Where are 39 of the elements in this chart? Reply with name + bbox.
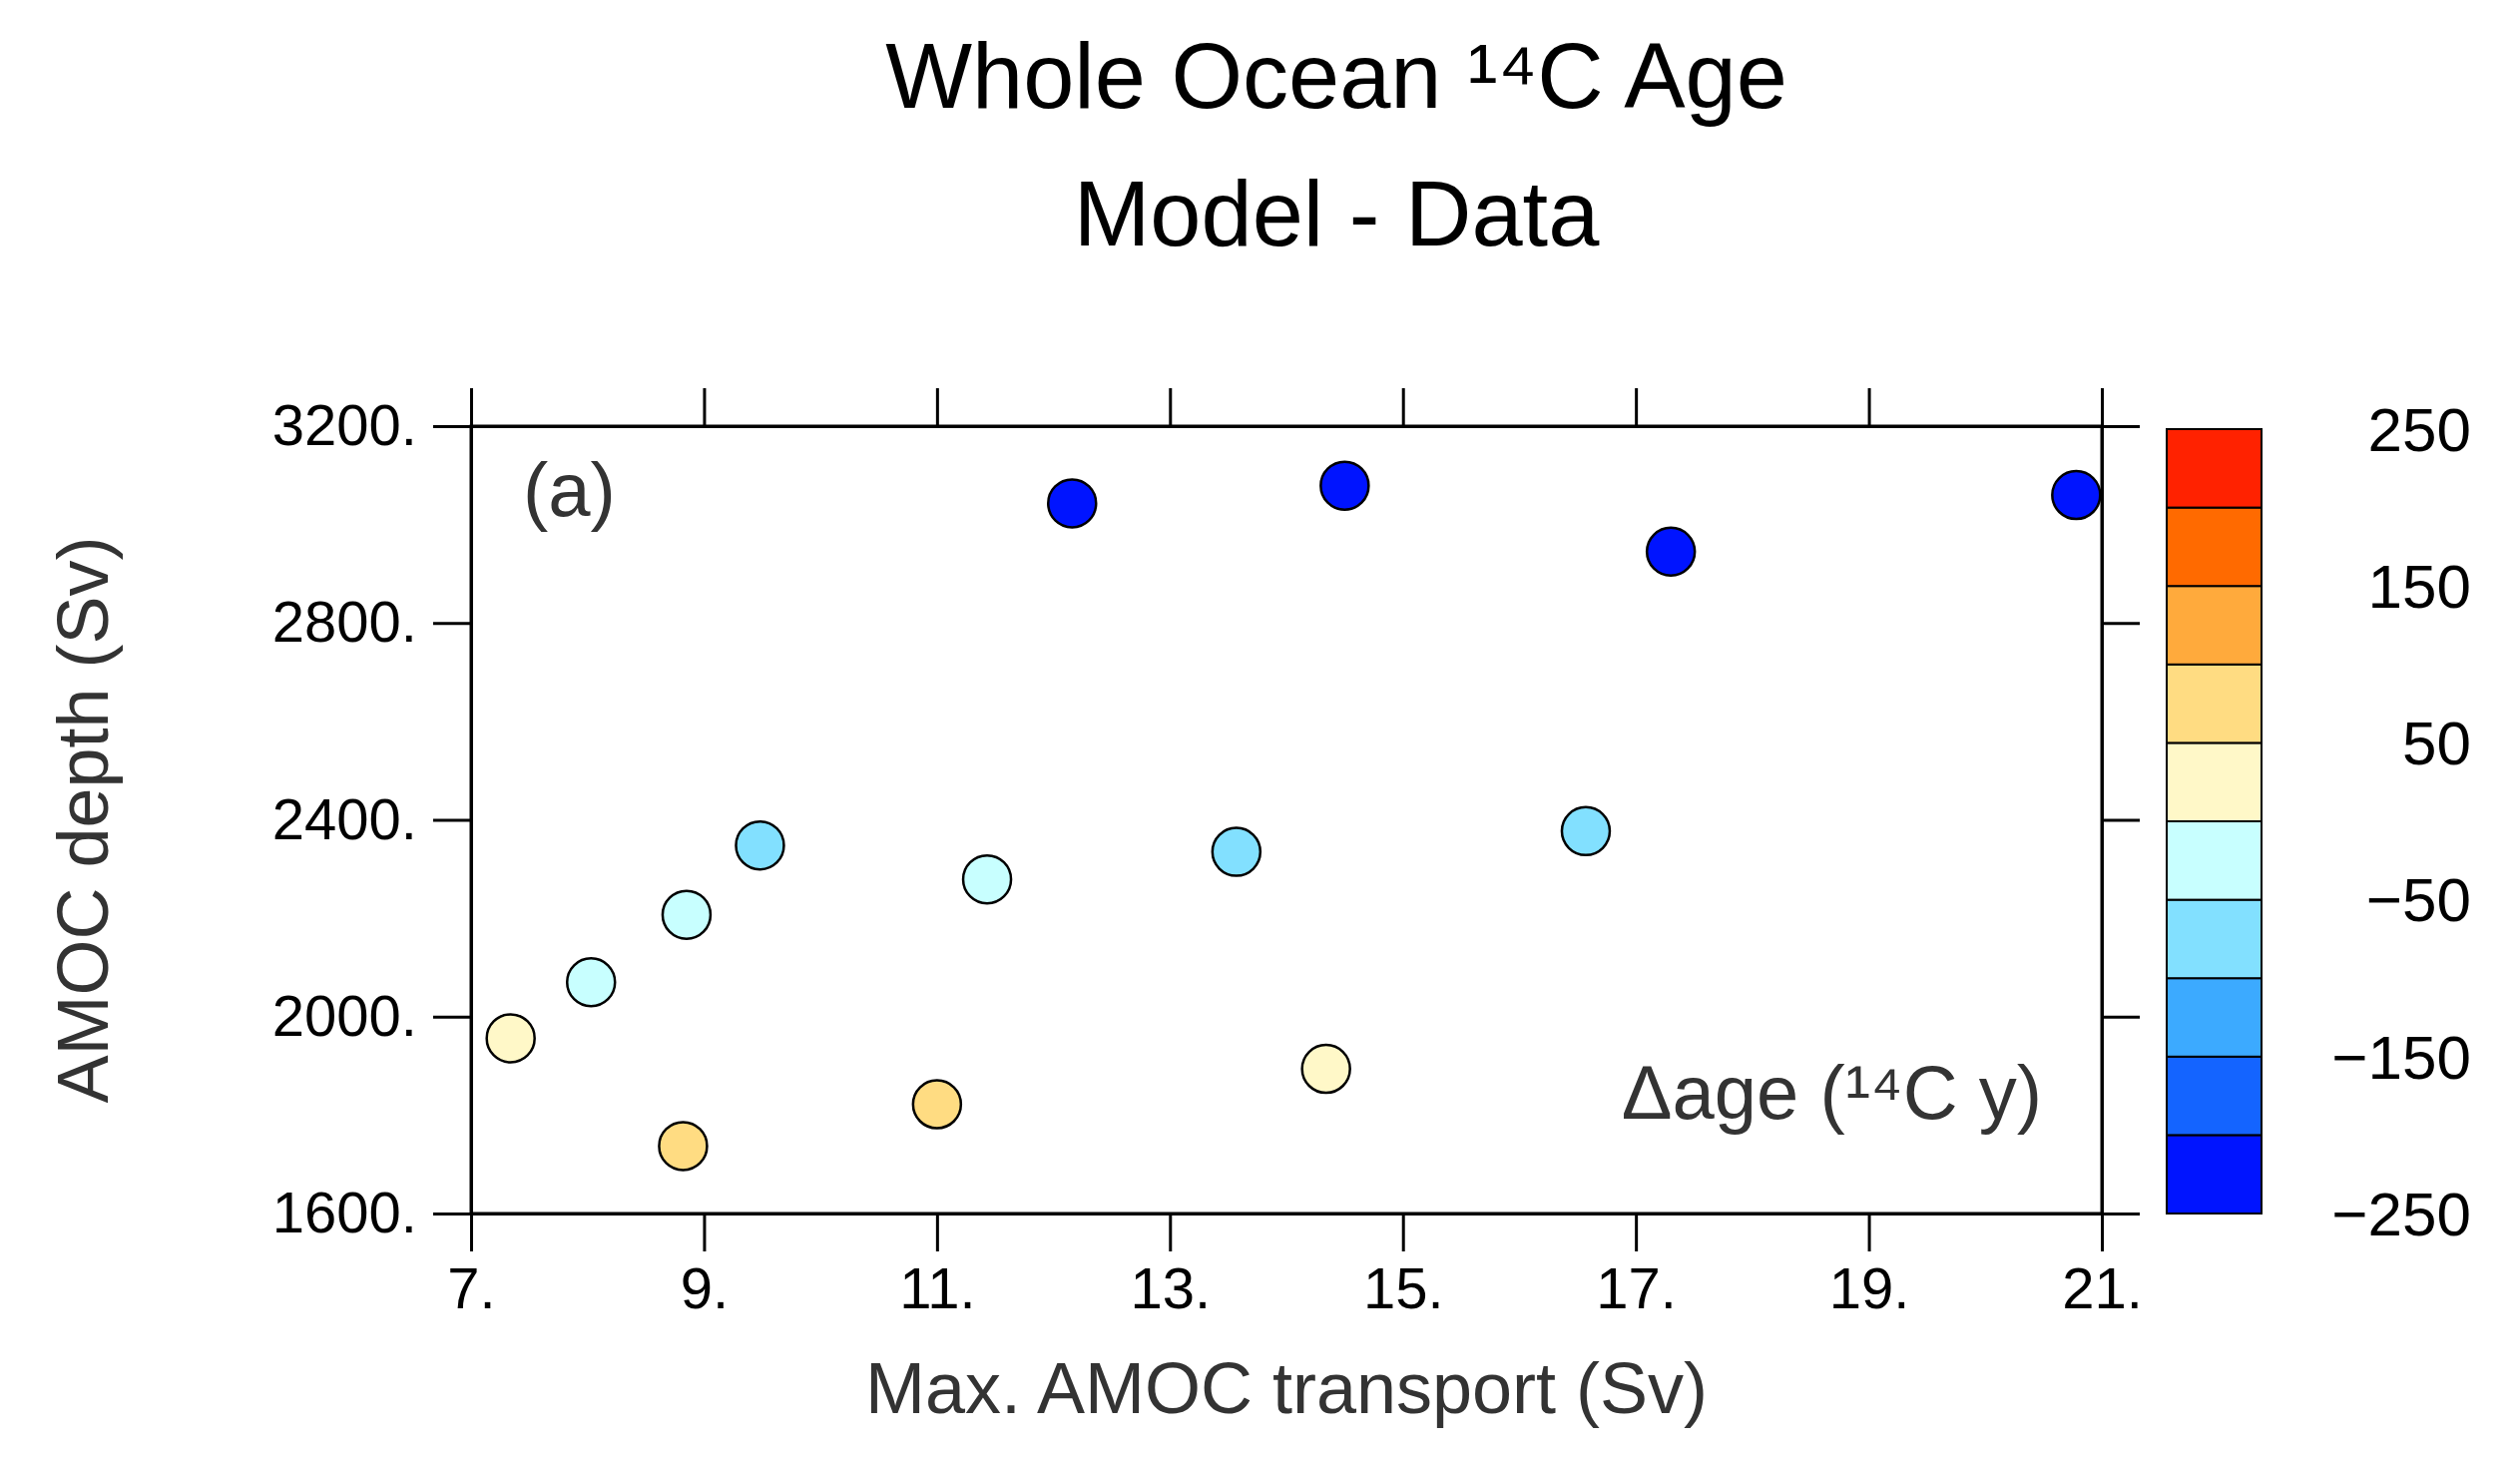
x-tick-label: 13. [1130, 1255, 1212, 1321]
x-tick-label: 21. [2062, 1255, 2143, 1321]
chart-subtitle: Model - Data [1073, 163, 1601, 264]
y-tick-label: 2400. [271, 785, 417, 851]
chart-title: Whole Ocean ¹⁴C Age [885, 25, 1787, 127]
x-axis-title: Max. AMOC transport (Sv) [864, 1348, 1709, 1428]
point [1211, 826, 1262, 877]
color-bar-label: −150 [2331, 1022, 2471, 1092]
x-tick-label: 15. [1362, 1255, 1444, 1321]
y-tick-label: 1600. [271, 1180, 417, 1245]
y-axis-title: AMOC depth (Sv) [43, 536, 123, 1104]
x-tick-label: 19. [1828, 1255, 1910, 1321]
point [1300, 1043, 1351, 1095]
point [485, 1013, 536, 1064]
annotation: (a) [523, 447, 616, 532]
point [565, 956, 617, 1008]
color-bar-label: 50 [2402, 709, 2471, 778]
x-tick-label: 7. [447, 1255, 496, 1321]
point [911, 1079, 963, 1130]
point [2051, 469, 2102, 521]
point [1645, 526, 1697, 577]
y-tick-label: 2000. [271, 982, 417, 1048]
y-tick-label: 3200. [271, 392, 417, 458]
point [1047, 478, 1098, 529]
x-tick-label: 17. [1596, 1255, 1677, 1321]
point [658, 1121, 709, 1172]
color-bar-label: 150 [2367, 551, 2471, 621]
point [735, 819, 785, 871]
color-bar-label: 250 [2367, 394, 2471, 464]
point [1560, 805, 1612, 857]
color-bar-title: Δage (¹⁴C y) [1621, 1050, 2042, 1135]
color-bar-label: −50 [2365, 865, 2471, 935]
x-tick-label: 11. [899, 1255, 976, 1321]
x-tick-label: 9. [680, 1255, 730, 1321]
point [661, 889, 713, 940]
point [961, 853, 1013, 905]
color-bar-label: −250 [2331, 1179, 2471, 1248]
y-tick-label: 2800. [271, 589, 417, 655]
point [1319, 460, 1370, 511]
